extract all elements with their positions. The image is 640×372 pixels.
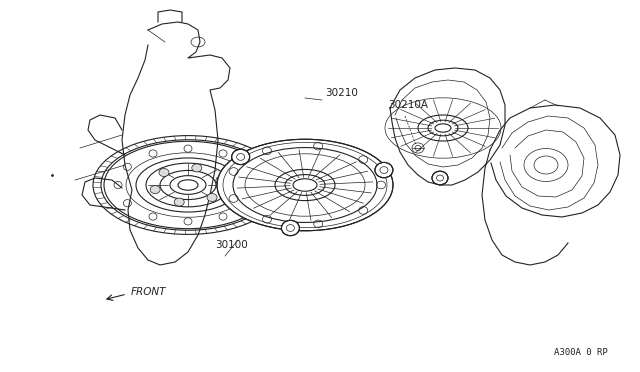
Ellipse shape (282, 220, 300, 236)
Ellipse shape (216, 176, 226, 185)
Ellipse shape (232, 149, 250, 164)
Ellipse shape (192, 164, 202, 172)
Text: 30210A: 30210A (388, 100, 428, 110)
Text: 30210: 30210 (325, 88, 358, 98)
Ellipse shape (174, 198, 184, 206)
Text: FRONT: FRONT (131, 287, 166, 297)
Ellipse shape (207, 193, 217, 202)
Text: 30100: 30100 (216, 240, 248, 250)
Ellipse shape (217, 139, 393, 231)
Ellipse shape (432, 171, 448, 185)
Ellipse shape (150, 186, 160, 193)
Ellipse shape (159, 169, 169, 176)
Text: A300A 0 RP: A300A 0 RP (554, 348, 608, 357)
Ellipse shape (375, 163, 393, 178)
